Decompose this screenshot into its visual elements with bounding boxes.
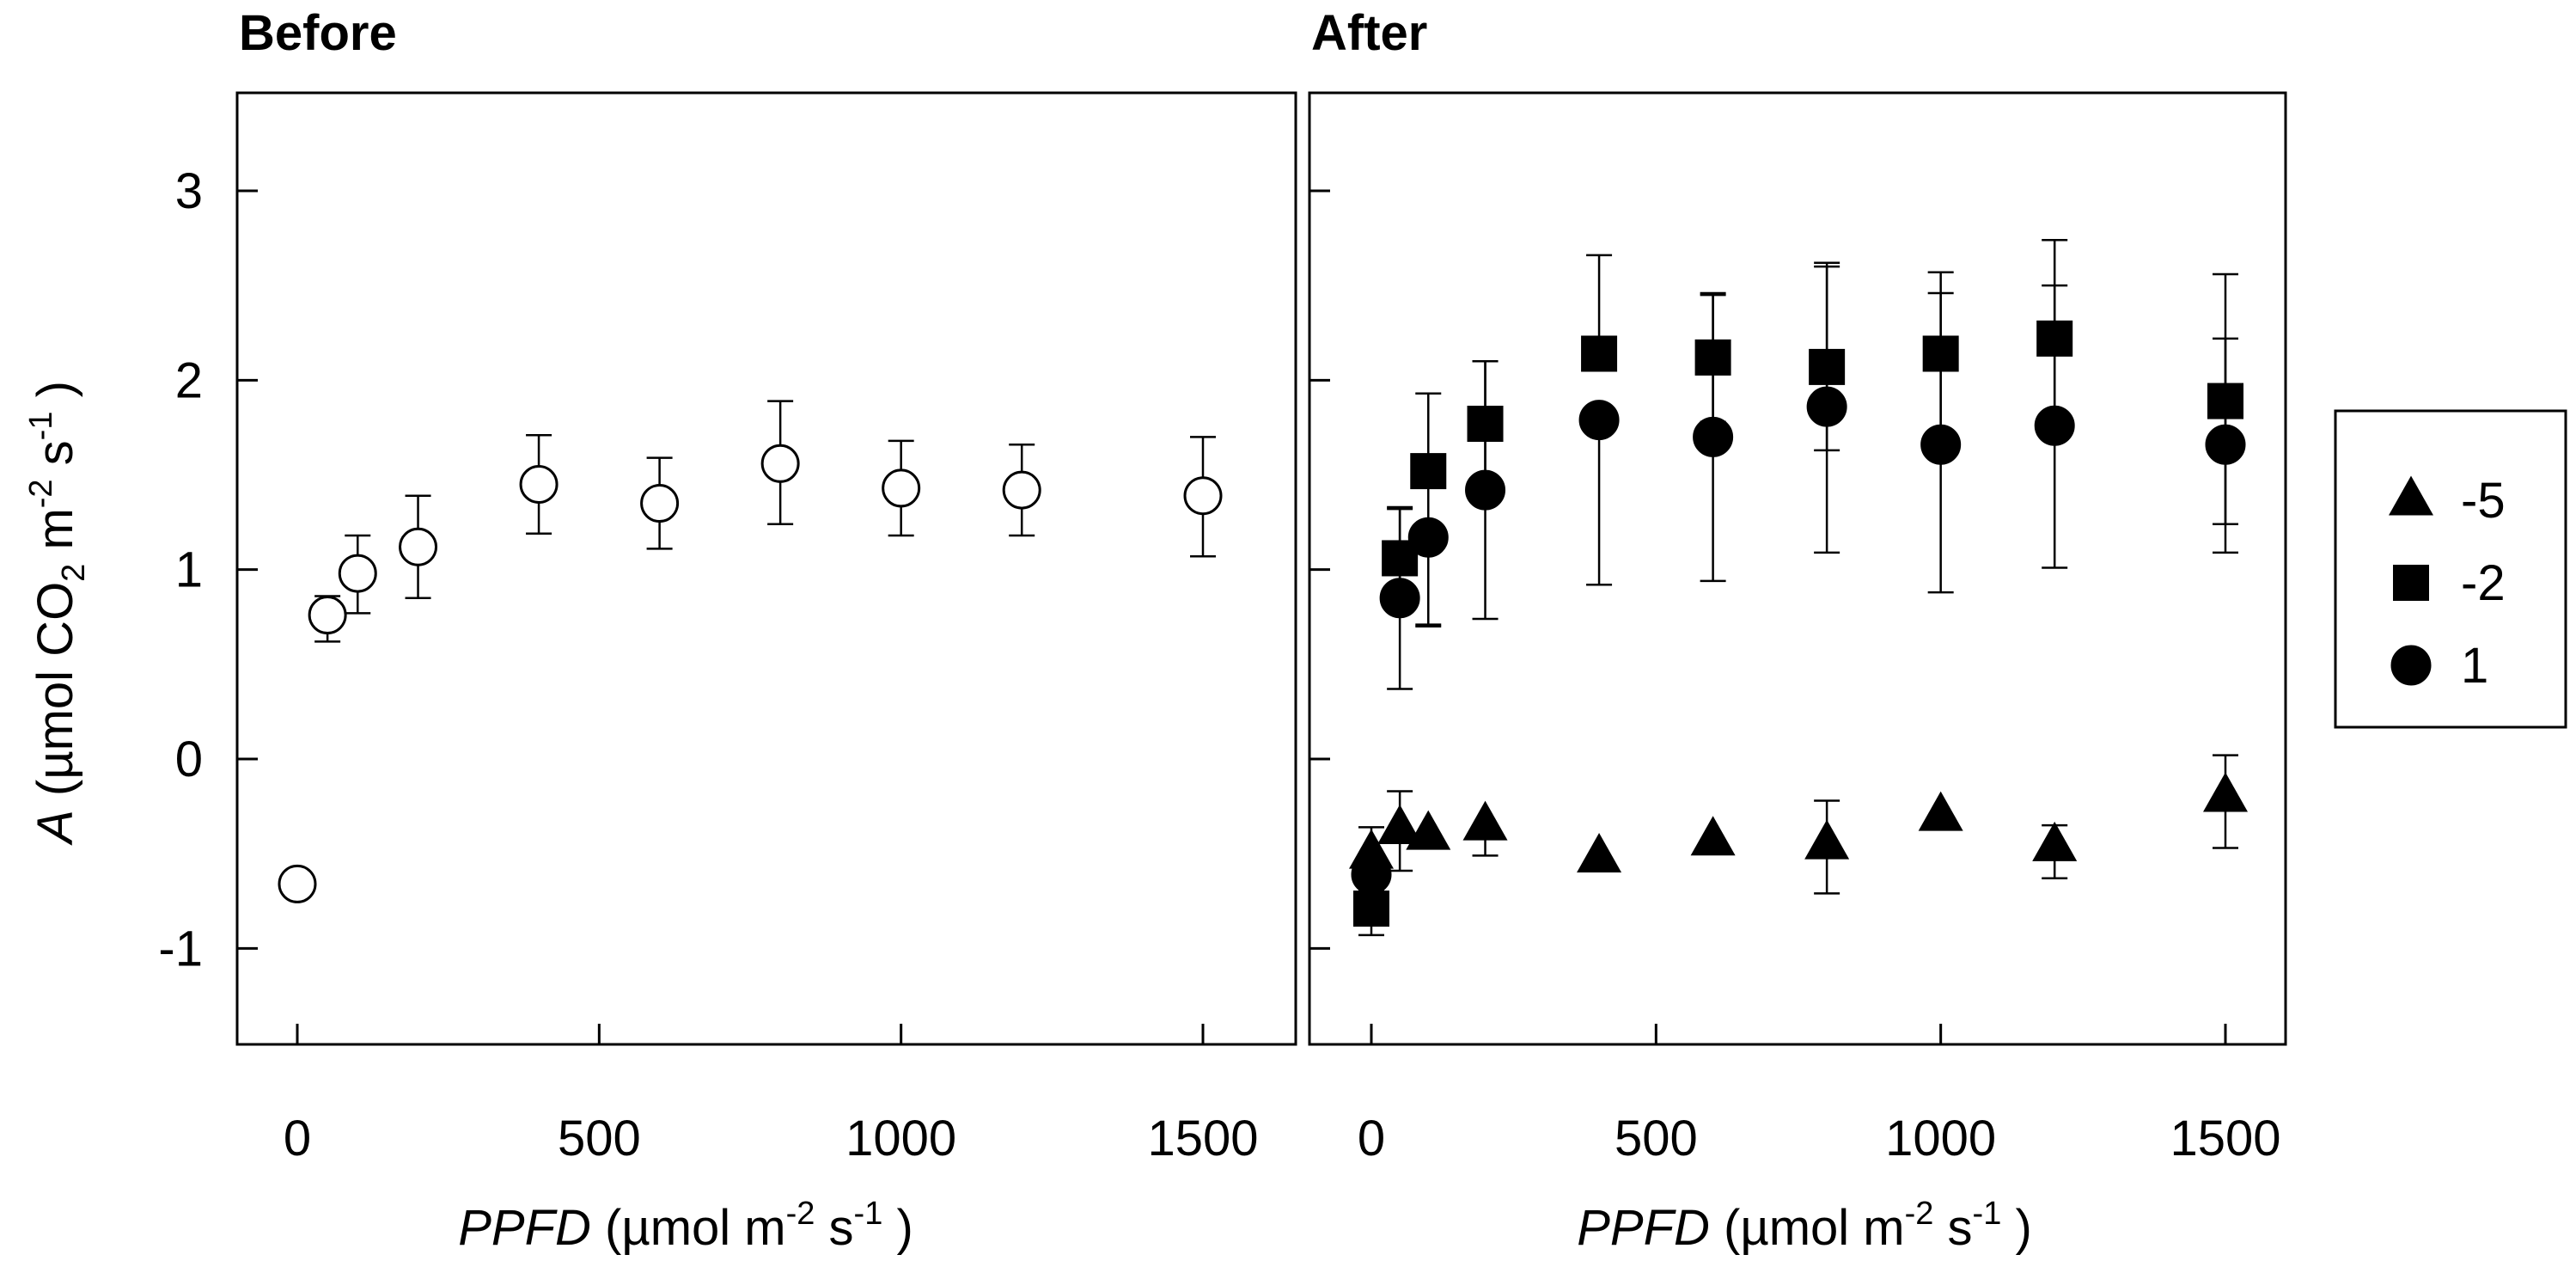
x-tick-label: 1000 <box>845 1111 956 1166</box>
y-label-italic: A <box>27 810 83 846</box>
x-tick-label: 1000 <box>1885 1111 1996 1166</box>
data-point <box>519 465 559 505</box>
x-tick-label: 500 <box>558 1111 641 1166</box>
x-axis-label-after: PPFD (µmol m-2 s-1 ) <box>1577 1196 2032 1256</box>
x-label-mid: s <box>1933 1200 1972 1256</box>
data-point <box>1379 578 1420 619</box>
x-tick-label: 1500 <box>1147 1111 1258 1166</box>
data-point <box>882 468 921 508</box>
y-label-exp2: -1 <box>23 412 59 441</box>
legend-label: -5 <box>2461 473 2506 529</box>
data-point <box>1353 891 1389 927</box>
y-tick-label: 1 <box>175 542 203 598</box>
legend-marker-1 <box>2390 645 2432 686</box>
y-tick-label: 2 <box>175 352 203 408</box>
data-point <box>640 484 680 523</box>
data-point <box>308 596 347 635</box>
y-label-exp1: -2 <box>23 479 59 508</box>
legend-box <box>2334 409 2567 729</box>
data-point <box>1406 810 1451 850</box>
data-point <box>1918 791 1963 831</box>
data-point <box>1407 517 1449 558</box>
data-point <box>338 554 377 593</box>
x-tick-label: 0 <box>284 1111 311 1166</box>
y-tick-label: 3 <box>175 163 203 219</box>
x-tick-label: 1500 <box>2170 1111 2280 1166</box>
data-point <box>1690 816 1736 856</box>
data-point <box>1806 386 1847 427</box>
y-axis-label: A (µmol CO2 m-2 s-1 ) <box>23 381 92 846</box>
plot-frame <box>1308 91 2287 1046</box>
panel-title-after: After <box>1311 5 1427 61</box>
data-point <box>1693 416 1734 457</box>
data-point <box>1581 335 1618 372</box>
data-point <box>2203 772 2248 812</box>
data-point <box>1377 805 1423 845</box>
plot-frame <box>235 91 1297 1046</box>
data-point <box>2034 405 2075 446</box>
data-point <box>2205 424 2246 465</box>
x-label-italic: PPFD <box>458 1200 591 1256</box>
legend-label: 1 <box>2461 638 2488 694</box>
data-point <box>1351 854 1392 895</box>
y-label-mid1: m <box>27 508 83 563</box>
data-point <box>760 444 800 483</box>
panel-before: -1 0 1 2 3 0 500 1000 1500 <box>158 91 1297 1166</box>
series-Before <box>278 400 1223 903</box>
data-point <box>278 864 317 903</box>
data-point <box>1577 833 1622 873</box>
data-point <box>1578 400 1620 441</box>
y-label-mid2: s <box>27 440 83 479</box>
legend-label: -2 <box>2461 555 2506 611</box>
data-point <box>1462 800 1508 841</box>
x-label-unit-prefix: (µmol m <box>591 1200 786 1256</box>
y-label-subscript: 2 <box>56 564 92 582</box>
series-1 <box>1351 265 2246 895</box>
data-point <box>1183 476 1223 516</box>
x-label-mid: s <box>815 1200 853 1256</box>
data-point <box>1465 469 1506 511</box>
data-point <box>1804 819 1850 860</box>
x-label-unit-prefix: (µmol m <box>1710 1200 1905 1256</box>
x-tick-label: 500 <box>1615 1111 1698 1166</box>
y-tick-label: -1 <box>158 921 203 976</box>
y-tick-label: 0 <box>175 731 203 787</box>
legend: -5 -2 1 <box>2334 409 2567 729</box>
x-label-italic: PPFD <box>1577 1200 1710 1256</box>
x-label-suffix: ) <box>2001 1200 2031 1256</box>
panel-after: 0 500 1000 1500 <box>1308 91 2287 1166</box>
data-point <box>1920 424 1962 465</box>
legend-marker--5 <box>2389 475 2433 516</box>
legend-marker--2 <box>2393 565 2429 601</box>
y-label-unit-prefix: (µmol CO <box>27 582 83 810</box>
data-point <box>1410 453 1447 490</box>
x-label-exp1: -2 <box>786 1196 815 1232</box>
x-label-exp1: -2 <box>1905 1196 1934 1232</box>
data-point <box>2032 821 2078 861</box>
x-label-suffix: ) <box>882 1200 913 1256</box>
data-point <box>1002 470 1041 510</box>
x-axis-label-before: PPFD (µmol m-2 s-1 ) <box>458 1196 913 1256</box>
y-label-suffix: ) <box>27 381 83 411</box>
series--5 <box>1349 754 2248 895</box>
x-tick-label: 0 <box>1358 1111 1385 1166</box>
x-label-exp2: -1 <box>854 1196 883 1232</box>
panel-title-before: Before <box>239 5 397 61</box>
x-label-exp2: -1 <box>1973 1196 2002 1232</box>
data-point <box>399 527 438 566</box>
